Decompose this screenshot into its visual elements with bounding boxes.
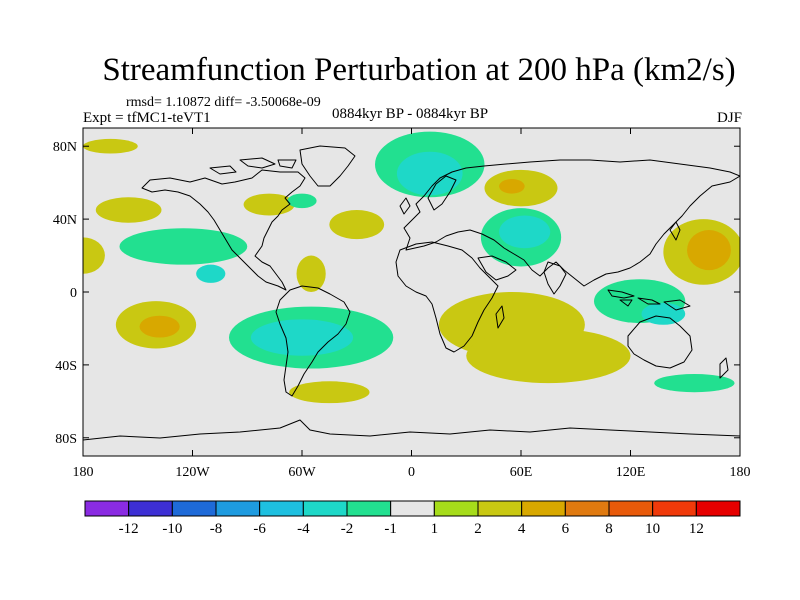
contour-region-wpac-pos-core xyxy=(687,230,731,271)
colorbar-swatch xyxy=(128,500,173,517)
contour-region-datelinew-pos xyxy=(83,237,105,274)
contour-fill-layer xyxy=(83,131,740,404)
colorbar-label: 6 xyxy=(562,521,570,537)
y-tick-label: 80S xyxy=(55,432,77,447)
colorbar-label: -2 xyxy=(341,521,354,537)
colorbar-label: -10 xyxy=(162,521,182,537)
coastline-australia xyxy=(627,315,693,369)
x-tick-label: 120W xyxy=(175,465,210,480)
colorbar-swatch xyxy=(695,500,741,517)
coastline-antarctica xyxy=(83,419,740,441)
contour-region-satl-pos xyxy=(289,381,370,404)
colorbar-label: 12 xyxy=(689,521,704,537)
coastline-scandinavia xyxy=(427,175,457,211)
x-tick-label: 0 xyxy=(408,465,415,480)
coastline-africa xyxy=(395,241,499,353)
contour-region-natl-pos xyxy=(329,210,385,240)
y-tick-label: 80N xyxy=(53,140,77,155)
colorbar-label: -6 xyxy=(253,521,266,537)
coastline-arctic-islands xyxy=(209,157,297,175)
colorbar-label: 4 xyxy=(518,521,526,537)
contour-region-me-neg-inner xyxy=(499,215,551,249)
colorbar-label: -12 xyxy=(119,521,139,537)
coastline-greenland xyxy=(299,145,356,187)
coastline-south-america xyxy=(275,285,351,397)
colorbar-label: 8 xyxy=(605,521,613,537)
contour-region-asia-pos-core xyxy=(499,179,525,194)
contour-region-npac-pos xyxy=(95,197,162,223)
chart-title: Streamfunction Perturbation at 200 hPa (… xyxy=(102,52,736,88)
contour-region-arctic-neg-inner xyxy=(396,151,463,196)
colorbar-swatch xyxy=(390,500,435,517)
colorbar-swatch xyxy=(608,500,654,517)
colorbar-swatch xyxy=(564,500,610,517)
y-tick-label: 0 xyxy=(70,286,77,301)
coastline-indonesia xyxy=(607,289,691,311)
colorbar-swatch xyxy=(652,500,697,517)
colorbar-swatch xyxy=(346,500,392,517)
period-label: 0884kyr BP - 0884kyr BP xyxy=(331,106,489,122)
coastline-arabia xyxy=(477,255,517,281)
contour-region-sindian-pos xyxy=(466,328,631,384)
x-tick-label: 60W xyxy=(288,465,316,480)
colorbar-label: 10 xyxy=(645,521,660,537)
colorbar-swatch xyxy=(259,500,304,517)
coastline-new-zealand xyxy=(719,357,729,379)
contour-region-arctic-pos-left xyxy=(83,138,138,154)
colorbar-swatch xyxy=(521,500,566,517)
coastline-japan xyxy=(669,221,681,241)
x-axis: 180 120W 60W 0 60E 120E 180 xyxy=(73,128,751,480)
y-tick-label: 40S xyxy=(55,359,77,374)
colorbar-swatch xyxy=(84,500,130,517)
coastline-british-isles xyxy=(399,197,411,215)
x-tick-label: 180 xyxy=(73,465,94,480)
coastline-eurasia xyxy=(403,159,740,287)
contour-region-indo-neg-core xyxy=(641,302,686,325)
colorbar-label: 2 xyxy=(474,521,482,537)
x-tick-label: 120E xyxy=(616,465,646,480)
coastline-north-america xyxy=(141,169,306,291)
colorbar-swatch xyxy=(171,500,217,517)
coastline-india xyxy=(543,261,567,295)
coastline-layer xyxy=(83,145,740,441)
colorbar-swatch xyxy=(302,500,348,517)
contour-region-epac-neg-core xyxy=(196,264,226,283)
colorbar-label: -4 xyxy=(297,521,310,537)
contour-region-nam-neg xyxy=(287,193,317,209)
y-axis: 80N 40N 0 40S 80S xyxy=(53,140,740,447)
x-tick-label: 60E xyxy=(510,465,533,480)
stats-label: rmsd= 1.10872 diff= -3.50068e-09 xyxy=(126,95,321,110)
y-tick-label: 40N xyxy=(53,213,77,228)
colorbar: -12 -10 -8 -6 -4 -2 -1 1 2 4 6 8 10 12 xyxy=(84,500,741,537)
colorbar-label: -1 xyxy=(384,521,397,537)
colorbar-label: -8 xyxy=(210,521,223,537)
contour-region-spac-neg xyxy=(654,374,735,393)
coastline-madagascar xyxy=(495,305,505,329)
contour-region-epac-neg xyxy=(119,228,248,265)
season-label: DJF xyxy=(716,110,742,126)
colorbar-swatch xyxy=(215,500,261,517)
x-tick-label: 180 xyxy=(730,465,751,480)
colorbar-label: 1 xyxy=(431,521,439,537)
colorbar-swatch xyxy=(477,500,523,517)
colorbar-swatch xyxy=(433,500,479,517)
contour-region-spac-pos-core xyxy=(139,315,180,338)
contour-region-carib-pos xyxy=(296,255,326,292)
contour-region-sam-neg-inner xyxy=(250,319,354,356)
experiment-label: Expt = tfMC1-teVT1 xyxy=(83,110,211,126)
